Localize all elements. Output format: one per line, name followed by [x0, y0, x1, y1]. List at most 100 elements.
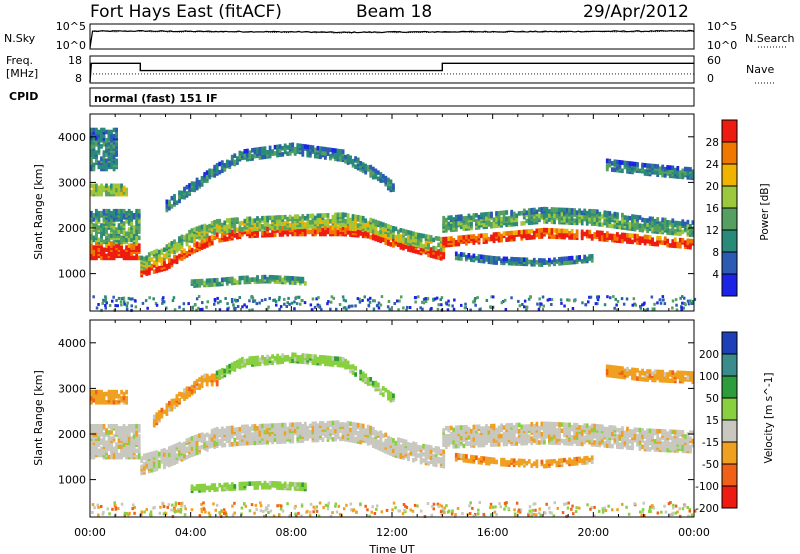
scatter-cell [309, 303, 313, 307]
echo-cell [595, 213, 599, 219]
scatter-cell [345, 307, 348, 311]
echo-cell [432, 245, 436, 251]
echo-cell [595, 221, 599, 227]
echo-cell [326, 213, 330, 218]
echo-cell [178, 236, 181, 241]
echo-cell [233, 159, 237, 165]
echo-cell [203, 223, 207, 229]
echo-cell [278, 275, 282, 280]
echo-cell [238, 358, 242, 363]
echo-cell [130, 255, 134, 261]
echo-cell [351, 370, 355, 375]
echo-cell [540, 262, 544, 267]
echo-cell [215, 169, 219, 174]
echo-cell [266, 221, 269, 227]
scatter-cell [689, 299, 692, 303]
echo-cell [150, 257, 154, 262]
echo-cell [399, 438, 403, 443]
echo-cell [434, 458, 438, 463]
echo-cell [90, 243, 93, 248]
echo-cell [540, 207, 544, 212]
echo-cell [127, 219, 131, 224]
echo-cell [200, 381, 204, 387]
echo-cell [173, 450, 176, 455]
echo-cell [230, 429, 234, 435]
echo-cell [611, 213, 614, 219]
echo-cell [205, 278, 209, 284]
echo-cell [389, 449, 393, 454]
echo-cell [220, 233, 224, 239]
scatter-cell [226, 302, 229, 306]
scatter-cell [97, 303, 100, 306]
echo-cell [349, 232, 352, 237]
echo-cell [135, 448, 139, 454]
scatter-cell [297, 295, 300, 299]
echo-cell [165, 244, 169, 249]
scatter-cell [380, 295, 384, 299]
echo-cell [311, 421, 315, 427]
scatter-cell [267, 305, 270, 309]
echo-cell [349, 368, 352, 374]
echo-cell [369, 217, 373, 223]
scatter-cell [122, 296, 126, 300]
echo-cell [497, 221, 501, 226]
echo-cell [107, 249, 111, 254]
scatter-cell [379, 303, 383, 307]
echo-cell [281, 145, 285, 151]
echo-cell [548, 228, 551, 233]
echo-cell [251, 424, 254, 429]
scatter-cell [563, 304, 566, 308]
echo-cell [329, 229, 332, 235]
echo-cell [389, 229, 393, 234]
scatter-cell [330, 295, 334, 299]
echo-cell [135, 424, 139, 429]
echo-cell [155, 450, 159, 455]
scatter-cell [268, 296, 271, 300]
echo-cell [530, 228, 534, 234]
echo-cell [691, 238, 695, 244]
echo-cell [238, 481, 242, 487]
echo-cell [180, 240, 184, 246]
echo-cell [125, 231, 128, 236]
echo-cell [459, 429, 463, 434]
echo-cell [107, 129, 111, 135]
echo-cell [213, 228, 217, 233]
echo-cell [522, 257, 526, 262]
echo-cell [230, 425, 234, 431]
echo-cell [663, 217, 667, 223]
echo-cell [530, 235, 534, 240]
echo-cell [100, 135, 103, 141]
echo-cell [195, 379, 199, 384]
echo-cell [631, 233, 634, 239]
echo-cell [112, 454, 116, 460]
echo-cell [102, 227, 106, 232]
echo-cell [349, 364, 352, 370]
echo-cell [482, 258, 486, 264]
echo-cell [449, 425, 453, 431]
echo-cell [454, 239, 458, 245]
echo-cell [689, 230, 692, 235]
echo-cell [283, 481, 287, 487]
scatter-cell [538, 297, 541, 301]
echo-cell [230, 362, 234, 367]
echo-cell [344, 229, 347, 235]
echo-cell [673, 220, 677, 226]
echo-cell [263, 146, 267, 151]
echo-cell [271, 481, 274, 486]
echo-cell [371, 166, 375, 172]
scatter-cell [662, 298, 665, 302]
echo-cell [233, 427, 237, 432]
scatter-cell [406, 305, 409, 309]
echo-cell [158, 265, 161, 271]
echo-cell [261, 154, 264, 160]
echo-cell [472, 213, 476, 218]
echo-cell [266, 150, 269, 155]
echo-cell [92, 454, 96, 460]
colorbar-tick-label: 20 [706, 181, 719, 193]
echo-cell [122, 249, 126, 254]
echo-cell [271, 215, 274, 221]
scatter-cell [171, 299, 175, 303]
echo-cell [301, 486, 305, 492]
echo-cell [266, 423, 269, 429]
echo-cell [296, 432, 300, 437]
